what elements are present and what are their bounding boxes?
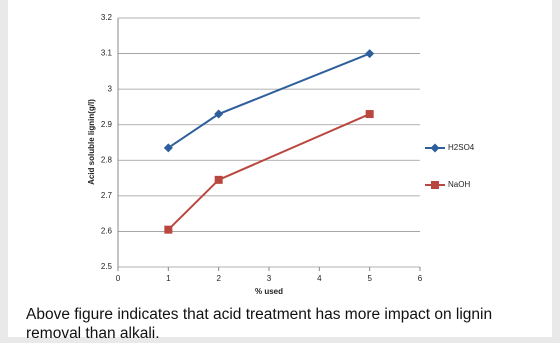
y-tick-label: 2.6 — [101, 227, 113, 236]
point — [163, 143, 173, 153]
chart: Acid soluble lignin(g/l) % used 2.5 2.6 2.… — [87, 13, 475, 296]
caption: Above figure indicates that acid treatme… — [26, 306, 493, 342]
legend-label: NaOH — [448, 180, 470, 189]
x-tick-label: 3 — [267, 274, 272, 283]
x-tick-label: 5 — [367, 274, 372, 283]
y-tick-label: 2.9 — [101, 120, 113, 129]
series-line — [167, 52, 371, 149]
x-tick-label: 6 — [418, 274, 423, 283]
x-tick-label: 1 — [166, 274, 171, 283]
point — [365, 110, 374, 119]
card — [8, 0, 552, 337]
y-tick-label: 2.5 — [101, 262, 113, 271]
x-tick-label: 4 — [317, 274, 322, 283]
series-line — [167, 113, 371, 231]
x-axis-label: % used — [255, 287, 283, 296]
point — [214, 109, 224, 119]
legend-marker — [431, 181, 439, 189]
y-tick-label: 2.7 — [101, 191, 113, 200]
x-tick-label: 2 — [216, 274, 221, 283]
point — [164, 225, 173, 234]
y-tick-label: 2.8 — [101, 155, 113, 164]
point — [214, 175, 223, 184]
y-tick-label: 3 — [108, 84, 113, 93]
y-tick-label: 3.1 — [101, 49, 113, 58]
legend-label: H2SO4 — [448, 143, 475, 152]
y-tick-label: 3.2 — [101, 13, 113, 22]
legend-marker — [430, 143, 440, 153]
point — [365, 49, 375, 59]
y-axis-label: Acid soluble lignin(g/l) — [87, 99, 96, 185]
x-tick-label: 0 — [116, 274, 121, 283]
